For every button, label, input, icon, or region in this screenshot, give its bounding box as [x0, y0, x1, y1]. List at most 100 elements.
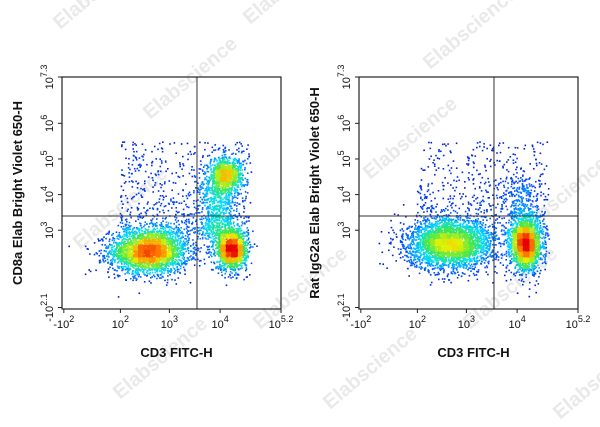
event-dot [98, 261, 101, 264]
event-dot [164, 230, 166, 232]
event-dot [229, 188, 232, 191]
event-dot [206, 186, 208, 189]
event-dot [235, 159, 238, 161]
event-dot [219, 231, 222, 233]
event-dot [193, 206, 196, 209]
event-dot [220, 237, 222, 240]
event-dot [247, 217, 250, 219]
event-dot [118, 231, 121, 234]
event-dot [159, 224, 161, 226]
event-dot [185, 218, 188, 221]
event-dot [247, 242, 249, 245]
event-dot [220, 177, 223, 179]
event-dot [121, 218, 123, 220]
event-dot [205, 228, 207, 230]
event-dot [206, 168, 208, 170]
event-dot [112, 251, 115, 253]
event-dot [186, 248, 189, 250]
event-dot [180, 227, 182, 229]
event-dot [121, 251, 124, 253]
event-dot [170, 230, 172, 232]
event-dot [183, 256, 186, 259]
event-dot [225, 258, 228, 260]
event-dot [216, 204, 218, 207]
event-dot [243, 232, 245, 235]
event-dot [134, 170, 137, 172]
event-dot [185, 203, 187, 206]
event-dot [238, 260, 241, 262]
event-dot [247, 256, 249, 259]
event-dot [241, 267, 244, 269]
event-dot [184, 220, 187, 222]
event-dot [130, 207, 133, 209]
event-dot [227, 203, 229, 205]
event-dot [228, 192, 231, 194]
event-dot [172, 181, 175, 184]
event-dot [213, 225, 216, 227]
event-dot [211, 218, 213, 221]
event-dot [151, 265, 153, 267]
event-dot [133, 261, 135, 264]
event-dot [209, 166, 211, 169]
event-dot [159, 158, 161, 160]
event-dot [232, 257, 235, 259]
event-dot [199, 196, 202, 199]
event-dot [224, 170, 226, 172]
event-dot [224, 277, 226, 279]
event-dot [169, 251, 171, 254]
event-dot [93, 253, 96, 256]
event-dot [219, 265, 221, 267]
event-dot [129, 252, 131, 254]
event-dot [180, 202, 183, 204]
event-dot [191, 166, 193, 168]
event-dot [148, 264, 151, 266]
event-dot [151, 150, 153, 153]
event-dot [216, 253, 219, 255]
event-dot [205, 195, 208, 197]
event-dot [177, 263, 179, 265]
event-dot [170, 248, 173, 250]
event-dot [206, 229, 209, 231]
event-dot [179, 259, 182, 262]
event-dot [183, 261, 185, 264]
event-dot [237, 178, 240, 181]
event-dot [96, 253, 98, 255]
event-dot [158, 229, 161, 231]
event-dot [245, 244, 247, 247]
event-dot [124, 234, 126, 237]
event-dot [208, 248, 211, 251]
event-dot [194, 187, 197, 189]
event-dot [138, 228, 140, 230]
event-dot [225, 235, 227, 237]
event-dot [164, 269, 167, 271]
event-dot [212, 240, 214, 243]
event-dot [213, 262, 216, 265]
event-dot [159, 170, 162, 173]
event-dot [151, 271, 154, 274]
event-dot [216, 184, 218, 187]
event-dot [234, 264, 237, 267]
event-dot [108, 230, 111, 233]
event-dot [240, 143, 242, 145]
event-dot [175, 233, 177, 236]
event-dot [210, 176, 212, 178]
event-dot [190, 250, 193, 253]
event-dot [148, 234, 150, 236]
event-dot [133, 150, 135, 153]
event-dot [215, 232, 218, 235]
event-dot [133, 267, 135, 269]
event-dot [236, 260, 238, 262]
event-dot [243, 231, 245, 234]
event-dot [129, 277, 132, 280]
event-dot [128, 244, 130, 246]
event-dot [118, 243, 120, 245]
event-dot [232, 197, 234, 199]
event-dot [218, 195, 221, 197]
event-dot [186, 229, 189, 232]
event-dot [224, 156, 226, 158]
event-dot [141, 267, 143, 269]
event-dot [134, 156, 137, 158]
event-dot [198, 227, 200, 229]
event-dot [221, 157, 224, 159]
event-dot [204, 222, 207, 225]
